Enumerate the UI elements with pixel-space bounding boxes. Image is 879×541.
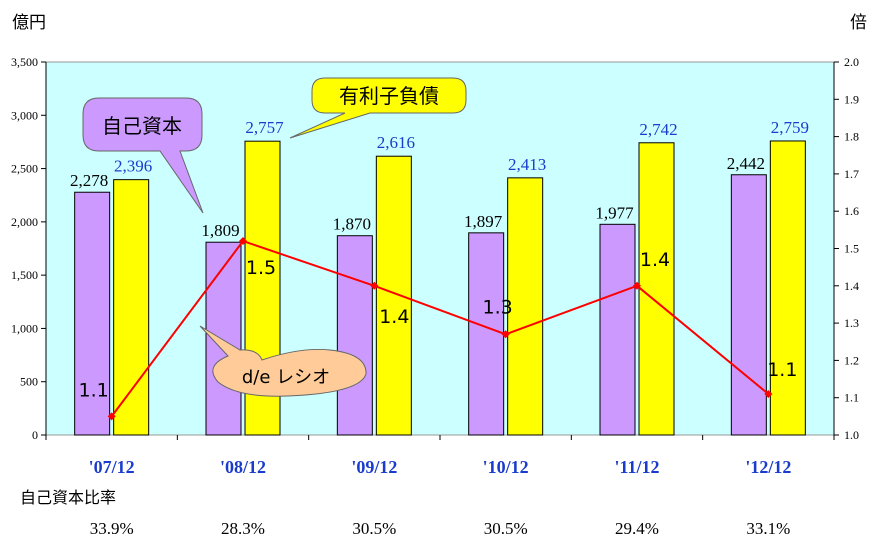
y2-tick-label: 2.0: [844, 55, 859, 69]
y2-tick-label: 1.6: [844, 204, 859, 218]
debt-callout: [289, 77, 467, 139]
de-ratio-callout-label: d/e レシオ: [242, 367, 330, 388]
de-ratio-line: [110, 239, 769, 417]
equity-ratio-row-label: 自己資本比率: [20, 488, 116, 507]
y2-tick-label: 1.3: [844, 316, 859, 330]
bar-equity-label: 1,809: [201, 221, 239, 240]
y2-tick-label: 1.8: [844, 130, 859, 144]
equity-ratio-value: 30.5%: [352, 519, 396, 538]
y-tick-label: 3,000: [11, 108, 38, 122]
equity-ratio-value: 33.9%: [90, 519, 134, 538]
y-tick-label: 3,500: [11, 55, 38, 69]
de-ratio-label: 1.4: [640, 249, 670, 271]
de-ratio-point: [633, 281, 641, 290]
debt-callout-label: 有利子負債: [339, 84, 439, 108]
equity-ratio-value: 29.4%: [615, 519, 659, 538]
equity-callout-label: 自己資本: [102, 114, 182, 138]
bar-debt-label: 2,616: [377, 133, 415, 152]
bar-equity-label: 2,442: [727, 154, 765, 173]
de-ratio-label: 1.1: [767, 359, 797, 381]
y2-tick-label: 1.7: [844, 167, 859, 181]
bar-equity: [599, 223, 636, 436]
y2-tick-label: 1.2: [844, 353, 859, 367]
bar-equity-label: 1,897: [464, 212, 503, 231]
bar-debt-label: 2,413: [508, 155, 546, 174]
y2-tick-label: 1.5: [844, 242, 859, 256]
x-category-label: '09/12: [351, 457, 397, 477]
bar-debt-label: 2,757: [245, 118, 284, 137]
de-ratio-label: 1.5: [246, 257, 276, 279]
x-category-label: '12/12: [745, 457, 791, 477]
equity-ratio-value: 30.5%: [484, 519, 528, 538]
bar-debt-label: 2,759: [771, 118, 809, 137]
bar-debt-label: 2,742: [639, 120, 677, 139]
de-ratio-point: [370, 281, 379, 290]
y-tick-label: 2,000: [11, 215, 38, 229]
y2-tick-label: 1.9: [844, 92, 859, 106]
de-ratio-label: 1.3: [483, 296, 513, 318]
bar-equity-label: 1,870: [333, 215, 371, 234]
y-tick-label: 0: [32, 428, 38, 442]
equity-ratio-value: 33.1%: [746, 519, 790, 538]
bar-debt: [113, 179, 150, 436]
bar-debt: [375, 155, 412, 436]
bar-equity-label: 2,278: [70, 171, 108, 190]
de-ratio-label: 1.4: [379, 306, 409, 328]
y-tick-label: 500: [20, 375, 38, 389]
bar-debt: [769, 140, 806, 436]
bar-equity-label: 1,977: [595, 203, 634, 222]
bar-equity: [468, 232, 505, 436]
left-unit-label: 億円: [12, 13, 46, 33]
de-ratio-point: [239, 237, 247, 246]
bar-equity: [336, 235, 373, 436]
y2-tick-label: 1.4: [844, 279, 859, 293]
bar-equity: [74, 191, 111, 436]
de-ratio-point: [501, 330, 510, 339]
x-category-label: '10/12: [483, 457, 529, 477]
de-ratio-point: [107, 412, 116, 421]
bar-debt: [507, 177, 544, 436]
equity-ratio-value: 28.3%: [221, 519, 265, 538]
y2-tick-label: 1.0: [844, 428, 859, 442]
x-category-label: '08/12: [220, 457, 266, 477]
x-category-label: '07/12: [89, 457, 135, 477]
x-category-label: '11/12: [614, 457, 659, 477]
y-tick-label: 2,500: [11, 162, 38, 176]
y2-tick-label: 1.1: [844, 391, 859, 405]
de-ratio-label: 1.1: [79, 379, 109, 401]
y-tick-label: 1,500: [11, 268, 38, 282]
equity-callout: [82, 97, 204, 214]
bar-equity: [730, 174, 767, 436]
bar-debt: [638, 142, 675, 436]
y-tick-label: 1,000: [11, 321, 38, 335]
right-unit-label: 倍: [850, 13, 867, 33]
bar-debt-label: 2,396: [114, 157, 152, 176]
de-ratio-point: [764, 389, 773, 398]
de-ratio-callout: [199, 325, 367, 397]
